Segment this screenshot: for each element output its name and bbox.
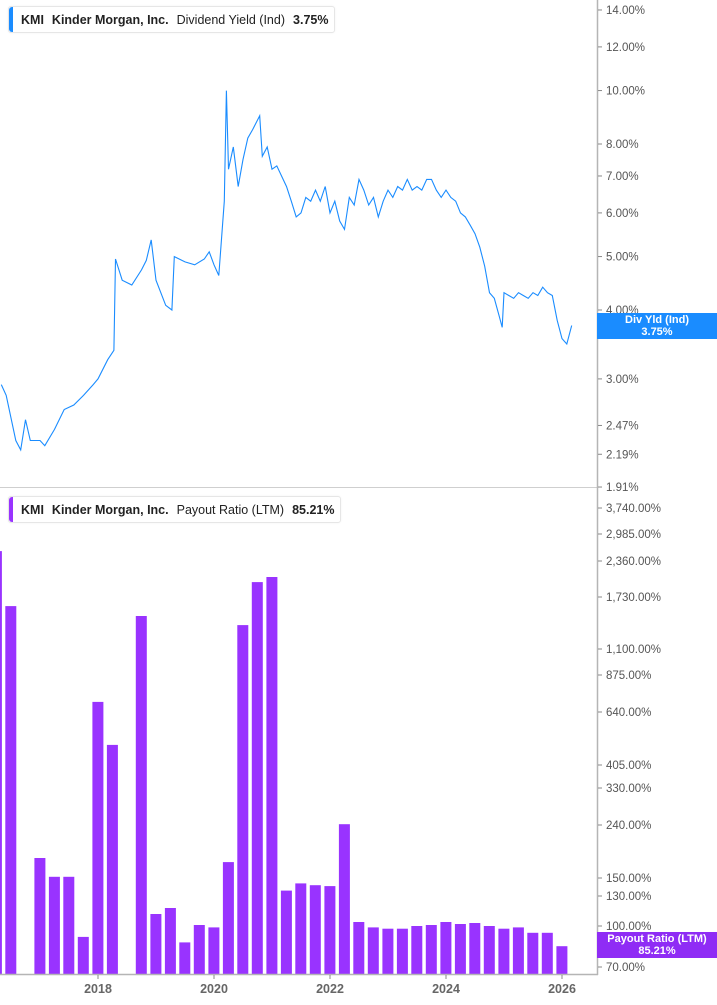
payout-bar — [295, 883, 307, 974]
payout-bar — [541, 932, 553, 974]
payout-bar — [498, 928, 510, 974]
y-tick-label: 6.00% — [606, 208, 639, 220]
payout-legend: KMI Kinder Morgan, Inc. Payout Ratio (LT… — [8, 496, 342, 523]
payout-bar — [527, 932, 539, 974]
x-tick-label: 2020 — [200, 982, 228, 996]
payout-bar — [338, 824, 350, 974]
payout-bar — [353, 922, 365, 974]
y-tick-label: 3.00% — [606, 374, 639, 386]
y-tick-label: 405.00% — [606, 760, 651, 772]
payout-bar — [251, 582, 263, 974]
y-tick-label: 7.00% — [606, 171, 639, 183]
y-tick-label: 150.00% — [606, 873, 651, 885]
payout-bar — [280, 890, 292, 974]
payout-bar — [367, 927, 379, 974]
legend-value: 85.21% — [292, 502, 335, 517]
y-tick-label: 70.00% — [606, 962, 645, 974]
callout-label: Div Yld (Ind) — [625, 314, 689, 326]
payout-bar — [150, 914, 162, 974]
yield-axis: 14.00%12.00%10.00%8.00%7.00%6.00%5.00%4.… — [598, 5, 645, 494]
payout-bar — [92, 701, 104, 974]
payout-bars — [0, 551, 568, 974]
y-tick-label: 875.00% — [606, 670, 651, 682]
yield-callout: Div Yld (Ind) 3.75% — [597, 313, 717, 339]
y-tick-label: 10.00% — [606, 86, 645, 98]
payout-bar — [483, 926, 495, 974]
y-tick-label: 2.47% — [606, 420, 639, 432]
y-tick-label: 640.00% — [606, 707, 651, 719]
callout-value: 3.75% — [641, 326, 673, 338]
payout-axis: 3,740.00% 2,985.00% 2,360.00% 1,730.00% 1,10… — [598, 503, 661, 974]
x-tick-label: 2022 — [316, 982, 344, 996]
payout-bar — [164, 908, 176, 974]
payout-bar — [556, 946, 568, 974]
payout-bar — [411, 926, 423, 974]
payout-bar — [324, 886, 336, 974]
y-tick-label: 5.00% — [606, 252, 639, 264]
payout-bar — [222, 862, 234, 974]
y-tick-label: 130.00% — [606, 891, 651, 903]
payout-bar — [77, 936, 89, 974]
legend-color-swatch — [9, 7, 13, 32]
payout-bar — [34, 858, 46, 974]
payout-bar — [237, 625, 249, 974]
y-tick-label: 14.00% — [606, 5, 645, 17]
y-tick-label: 100.00% — [606, 921, 651, 933]
payout-bar — [48, 876, 60, 974]
payout-bar — [396, 928, 408, 974]
payout-bar — [382, 928, 394, 974]
legend-metric: Payout Ratio (LTM) — [176, 502, 285, 517]
payout-bar — [0, 551, 2, 974]
legend-company: Kinder Morgan, Inc. — [51, 502, 169, 517]
payout-bar — [469, 923, 481, 974]
y-tick-label: 240.00% — [606, 820, 651, 832]
payout-bar — [512, 927, 524, 974]
payout-bar — [106, 744, 118, 974]
y-tick-label: 12.00% — [606, 42, 645, 54]
y-tick-label: 1,100.00% — [606, 644, 661, 656]
x-tick-label: 2018 — [84, 982, 112, 996]
legend-value: 3.75% — [293, 12, 329, 27]
y-tick-label: 1.91% — [606, 482, 639, 494]
x-axis: 2018 2020 2022 2024 2026 — [84, 975, 576, 996]
legend-metric: Dividend Yield (Ind) — [176, 12, 286, 27]
y-tick-label: 8.00% — [606, 139, 639, 151]
payout-bar — [5, 606, 17, 974]
callout-label: Payout Ratio (LTM) — [607, 933, 707, 945]
y-tick-label: 2,360.00% — [606, 556, 661, 568]
payout-bar — [309, 885, 321, 974]
legend-company: Kinder Morgan, Inc. — [51, 12, 169, 27]
legend-ticker: KMI — [21, 502, 44, 517]
payout-bar — [179, 942, 191, 974]
yield-legend: KMI Kinder Morgan, Inc. Dividend Yield (… — [8, 6, 336, 33]
x-tick-label: 2024 — [432, 982, 460, 996]
yield-line — [0, 90, 573, 452]
payout-bar — [193, 925, 205, 974]
y-tick-label: 1,730.00% — [606, 592, 661, 604]
callout-value: 85.21% — [638, 945, 676, 957]
y-tick-label: 3,740.00% — [606, 503, 661, 515]
legend-color-swatch — [9, 497, 13, 522]
payout-bar — [266, 577, 278, 974]
y-tick-label: 2.19% — [606, 449, 639, 461]
y-tick-label: 2,985.00% — [606, 529, 661, 541]
payout-callout: Payout Ratio (LTM) 85.21% — [597, 932, 717, 958]
x-tick-label: 2026 — [548, 982, 576, 996]
legend-ticker: KMI — [21, 12, 44, 27]
payout-bar — [208, 927, 220, 974]
payout-bar — [454, 924, 466, 974]
payout-bar — [440, 922, 452, 974]
y-tick-label: 330.00% — [606, 783, 651, 795]
payout-bar — [425, 925, 437, 974]
payout-bar — [135, 616, 147, 974]
payout-bar — [63, 876, 75, 974]
